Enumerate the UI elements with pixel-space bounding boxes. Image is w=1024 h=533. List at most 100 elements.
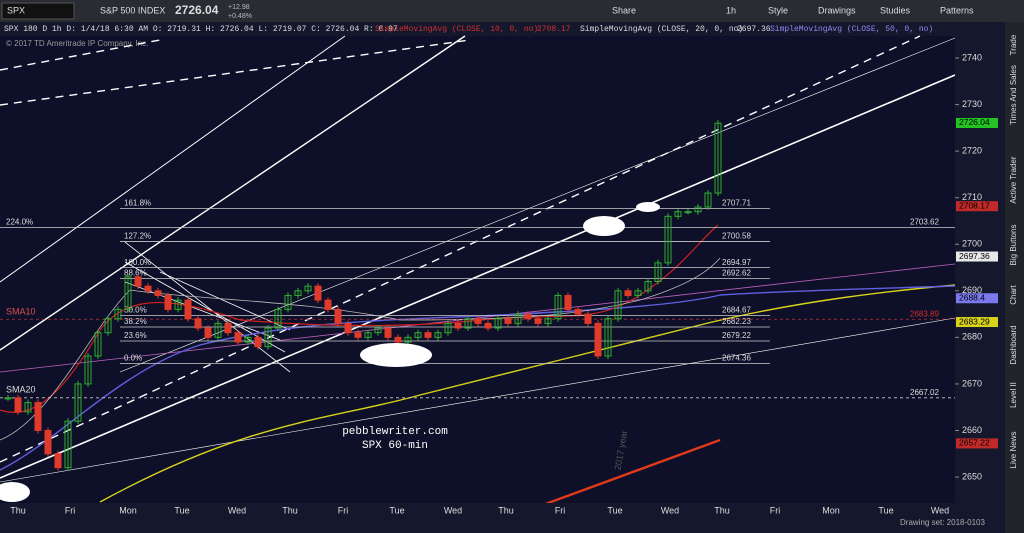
fib-label: 38.2% <box>124 317 147 326</box>
sidebar-tab[interactable]: Times And Sales <box>1009 65 1018 125</box>
candle <box>714 122 722 194</box>
candle <box>194 318 202 329</box>
day-label: Tue <box>174 505 189 515</box>
sidebar-tab[interactable]: Live News <box>1009 432 1018 469</box>
channel-line <box>159 271 291 331</box>
day-label: Fri <box>770 505 781 515</box>
candle <box>604 318 612 357</box>
day-label: Mon <box>119 505 137 515</box>
candle <box>574 308 582 315</box>
toolbar-button[interactable]: Share <box>612 5 636 15</box>
info-main: SPX 180 D 1h D: 1/4/18 6:30 AM O: 2719.3… <box>4 25 398 34</box>
toolbar-button[interactable]: Patterns <box>940 5 974 15</box>
trend-line <box>0 74 956 479</box>
candle <box>514 313 522 324</box>
candle <box>534 318 542 324</box>
price-label: 2730 <box>962 99 982 109</box>
day-label: Thu <box>714 505 730 515</box>
candle <box>384 327 392 338</box>
day-label: Fri <box>555 505 566 515</box>
candle <box>564 294 572 310</box>
candle <box>184 299 192 320</box>
price-tag-label: 2708.17 <box>959 200 990 210</box>
candle <box>204 327 212 338</box>
toolbar-button[interactable]: 1h <box>726 5 736 15</box>
sidebar-tab[interactable]: Chart <box>1009 284 1018 304</box>
dashed-level-label: 2667.02 <box>910 388 939 397</box>
sidebar-tab[interactable]: Active Trader <box>1009 156 1018 203</box>
channel-line <box>124 281 281 341</box>
candle <box>64 420 72 469</box>
sidebar-tab[interactable]: Trade <box>1009 34 1018 55</box>
candle <box>54 453 62 469</box>
price-label: 2680 <box>962 332 982 342</box>
candle <box>324 299 332 310</box>
day-label: Wed <box>444 505 462 515</box>
toolbar-button[interactable]: Drawings <box>818 5 856 15</box>
day-label: Tue <box>389 505 404 515</box>
candle <box>94 332 102 357</box>
price-tag <box>956 293 998 304</box>
toolbar-button[interactable]: Studies <box>880 5 911 15</box>
candle <box>134 276 142 287</box>
candle <box>424 332 432 338</box>
toolbar <box>0 0 1024 22</box>
price-label: 2650 <box>962 471 982 481</box>
candle <box>304 285 312 292</box>
price-tag-label: 2657.22 <box>959 438 990 448</box>
symbol: SPX <box>7 5 25 15</box>
symbol-box[interactable] <box>1 2 75 20</box>
candle <box>364 332 372 338</box>
sidebar-tab[interactable]: Level II <box>1009 382 1018 408</box>
candle <box>214 322 222 338</box>
fib-price: 2700.58 <box>722 232 751 241</box>
candle <box>254 336 262 348</box>
ellipse <box>0 482 30 502</box>
last-price: 2726.04 <box>175 3 219 17</box>
change: +12.98 <box>228 4 250 11</box>
copyright: © 2017 TD Ameritrade IP Company, Inc. <box>6 39 148 48</box>
candle <box>454 322 462 329</box>
fib-label: 50.0% <box>124 306 147 315</box>
day-label: Wed <box>661 505 679 515</box>
price-tag <box>956 201 998 212</box>
candle <box>234 332 242 343</box>
candle <box>464 318 472 329</box>
candle <box>294 290 302 296</box>
price-tag <box>956 317 998 328</box>
toolbar-button[interactable]: Style <box>768 5 788 15</box>
candle <box>74 383 82 422</box>
day-label: Wed <box>228 505 246 515</box>
candle <box>644 280 652 292</box>
candle <box>584 313 592 324</box>
candle <box>174 299 182 310</box>
candle <box>314 285 322 301</box>
sidebar-tabs: Trade Times And Sales Active Trader Big But… <box>1009 34 1018 468</box>
candle <box>504 318 512 324</box>
ext-price: 2703.62 <box>910 217 939 226</box>
price-tag-label: 2688.4 <box>959 292 985 302</box>
price-tag-label: 2697.36 <box>959 251 990 261</box>
candle <box>284 294 292 310</box>
candle <box>684 211 692 214</box>
time-axis <box>0 503 1005 533</box>
change-pct: +0.48% <box>228 13 252 20</box>
day-label: Thu <box>498 505 514 515</box>
dashed-level-label: 2683.89 <box>910 309 939 318</box>
symbol-name: S&P 500 INDEX <box>100 5 165 15</box>
day-label: Fri <box>338 505 349 515</box>
candle <box>164 294 172 310</box>
candle <box>264 327 272 348</box>
site: pebblewriter.com <box>342 426 448 438</box>
sidebar-tab[interactable]: Dashboard <box>1009 325 1018 364</box>
candle <box>624 290 632 296</box>
sidebar-tab[interactable]: Big Buttons <box>1009 225 1018 266</box>
candle <box>434 332 442 338</box>
day-label: Fri <box>65 505 76 515</box>
trend-line <box>0 35 346 283</box>
price-label: 2720 <box>962 145 982 155</box>
fib-price: 2694.97 <box>722 258 751 267</box>
candle <box>24 402 32 413</box>
ellipse <box>636 202 660 212</box>
